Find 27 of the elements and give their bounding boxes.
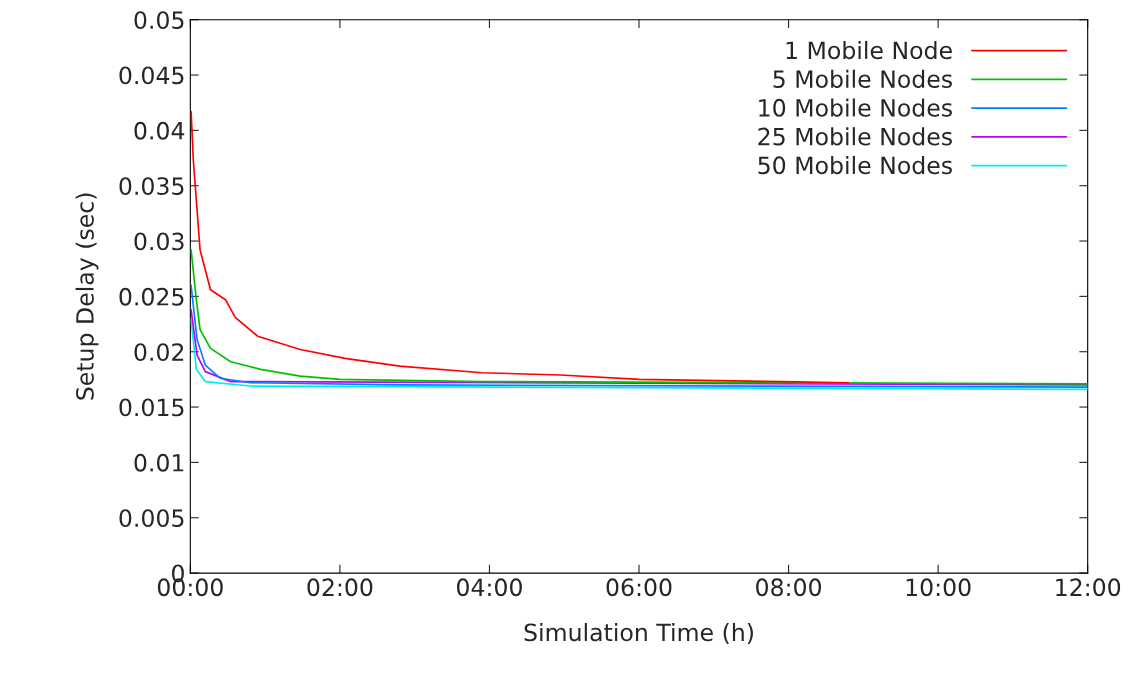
y-axis-title: Setup Delay (sec) (75, 193, 99, 400)
y-tick-label: 0.035 (119, 177, 184, 196)
y-tick-label: 0.03 (134, 232, 184, 251)
y-tick-label: 0.045 (119, 66, 184, 85)
x-axis-title: Simulation Time (h) (524, 623, 753, 645)
y-tick-label: 0.015 (119, 398, 184, 417)
y-tick-label: 0.005 (119, 509, 184, 528)
y-tick-label: 0.025 (119, 287, 184, 306)
y-tick-label: 0.02 (134, 343, 184, 362)
line-series (190, 284, 1088, 388)
legend-label: 10 Mobile Nodes (759, 98, 952, 117)
x-tick-label: 06:00 (606, 578, 672, 597)
legend-label: 5 Mobile Nodes (773, 69, 952, 88)
y-tick-label: 0.04 (134, 121, 185, 140)
line-series (190, 308, 1088, 386)
line-series (190, 249, 1088, 385)
x-tick-label: 08:00 (756, 578, 822, 597)
line-series (190, 318, 1088, 391)
legend-label: 25 Mobile Nodes (758, 127, 952, 146)
x-tick-label: 12:00 (1056, 578, 1121, 597)
x-tick-label: 10:00 (906, 578, 971, 597)
y-tick-label: 0.01 (134, 453, 184, 472)
y-tick-label: 0.05 (134, 11, 184, 29)
x-tick-label: 02:00 (307, 578, 373, 597)
x-tick-label: 04:00 (456, 578, 522, 597)
legend-label: 1 Mobile Node (786, 40, 952, 60)
legend-label: 50 Mobile Nodes (758, 155, 952, 175)
